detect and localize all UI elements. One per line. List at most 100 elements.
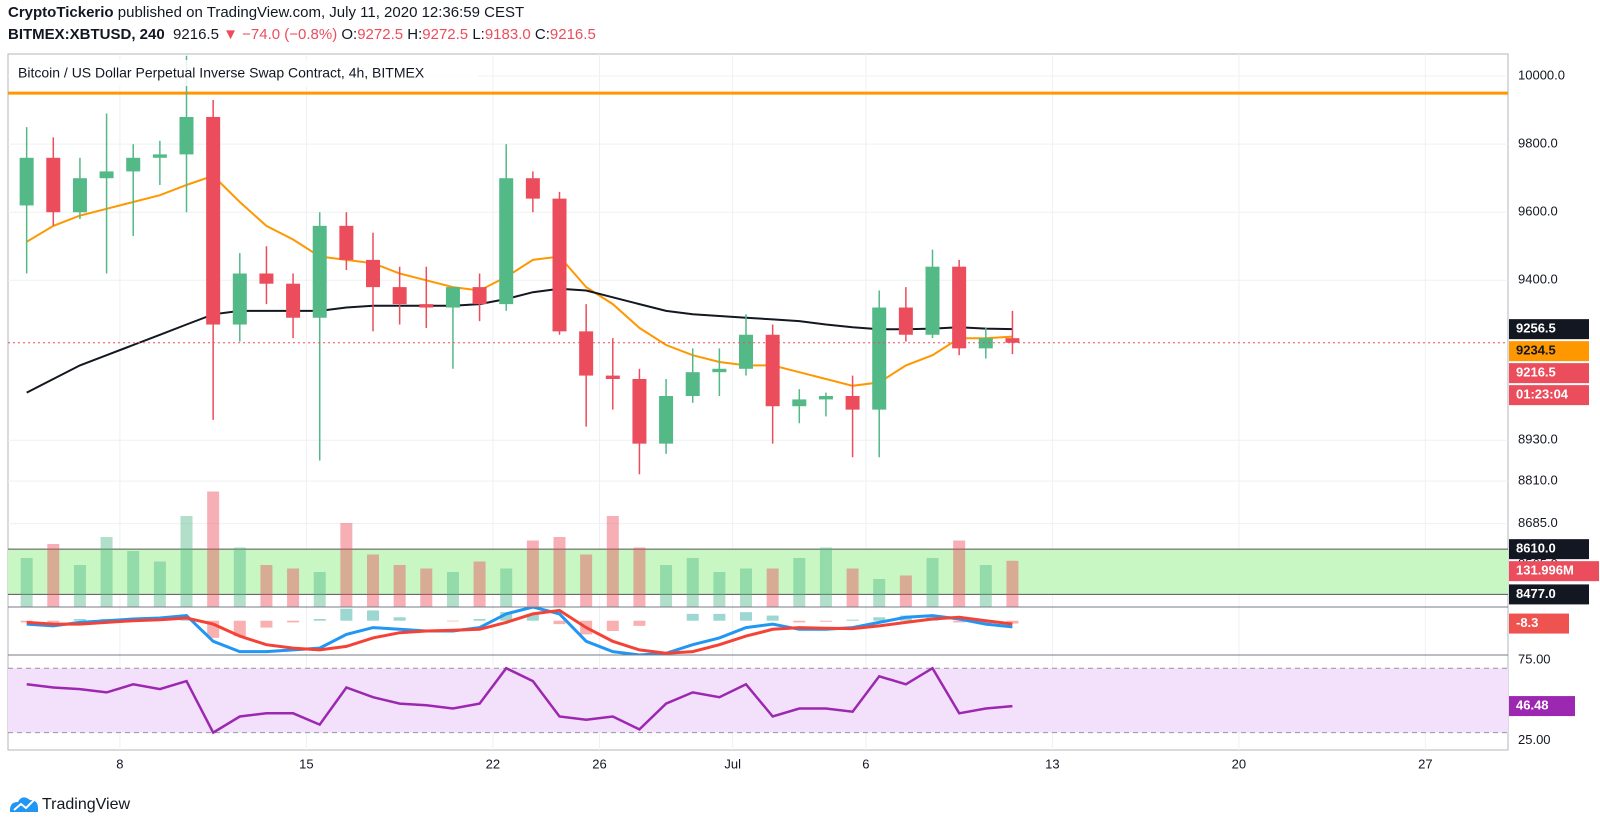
x-tick-label: 15 — [299, 756, 313, 771]
macd-histogram — [20, 620, 33, 623]
candle-body — [978, 338, 993, 349]
candle-body — [818, 396, 833, 400]
candle-body — [72, 178, 87, 213]
volume-bar — [633, 547, 646, 607]
axis-label: 46.48 — [1516, 698, 1549, 713]
macd-histogram — [393, 617, 406, 621]
candle-body — [659, 396, 674, 444]
l-key: L: — [472, 26, 485, 43]
axis-label-bg — [1509, 584, 1589, 605]
macd-histogram — [686, 613, 699, 621]
candle-body — [366, 259, 381, 288]
macd-histogram — [633, 620, 646, 626]
author: CryptoTickerio — [8, 4, 114, 21]
candle-body — [46, 157, 61, 213]
volume-bar — [233, 547, 246, 607]
volume-bar — [846, 568, 859, 607]
candle-body — [19, 157, 34, 206]
macd-histogram — [846, 619, 859, 621]
volume-bar — [367, 554, 380, 607]
l-val: 9183.0 — [484, 26, 531, 43]
axis-label-bg — [1509, 561, 1599, 582]
candle-body — [605, 375, 620, 379]
axis-label-bg — [1509, 613, 1569, 634]
macd-histogram — [1006, 620, 1019, 624]
price-pane — [8, 55, 1508, 607]
axis-label: 8610.0 — [1516, 541, 1556, 556]
axis-label: 01:23:04 — [1516, 387, 1569, 402]
candle-body — [259, 273, 274, 284]
change: ▼ −74.0 (−0.8%) — [223, 26, 338, 43]
candle-body — [99, 171, 114, 179]
header-line-1: CryptoTickerio published on TradingView.… — [8, 4, 524, 21]
volume-bar — [526, 540, 539, 607]
chart-title: Bitcoin / US Dollar Perpetual Inverse Sw… — [18, 65, 425, 81]
candle-body — [339, 225, 354, 260]
moving-average — [26, 287, 1013, 394]
candle-body — [525, 178, 540, 199]
rsi-pane — [8, 666, 1508, 735]
volume-bar — [473, 561, 486, 607]
published: published on TradingView.com, July 11, 2… — [117, 4, 525, 21]
macd-histogram — [553, 620, 566, 625]
volume-bar — [153, 561, 166, 607]
plot-frame — [7, 53, 1509, 751]
candle-body — [445, 287, 460, 308]
volume-bar — [73, 565, 86, 607]
volume-bar — [926, 558, 939, 607]
macd-histogram — [793, 620, 806, 623]
candle-body — [845, 396, 860, 410]
h-key: H: — [407, 26, 423, 43]
y-tick-label: 9600.0 — [1518, 204, 1558, 219]
c-val: 9216.5 — [549, 26, 596, 43]
candle-body — [206, 116, 221, 325]
x-tick-label: 22 — [486, 756, 500, 771]
volume-bar — [100, 537, 113, 607]
volume-bar — [20, 558, 33, 607]
legend-bg — [10, 60, 478, 86]
volume-bar — [819, 547, 832, 607]
candle-body — [179, 116, 194, 155]
macd-histogram — [526, 613, 539, 621]
macd-histogram — [713, 613, 726, 621]
candle-body — [792, 399, 807, 407]
axis-label-bg — [1509, 385, 1589, 406]
macd-histogram — [953, 620, 966, 623]
axis-label: 8477.0 — [1516, 586, 1556, 601]
volume-bar — [606, 516, 619, 607]
header-line-2: BITMEX:XBTUSD, 240 9216.5 ▼ −74.0 (−0.8%… — [8, 26, 596, 43]
macd-histogram — [47, 620, 60, 623]
macd-histogram — [740, 612, 753, 621]
macd-histogram — [340, 608, 353, 621]
y-tick-label: 10000.0 — [1518, 68, 1565, 83]
volume-bar — [393, 565, 406, 607]
logo-icon — [10, 797, 38, 812]
axis-label: 9216.5 — [1516, 365, 1556, 380]
candle-body — [952, 266, 967, 349]
axes: 8 15 22 26 Jul 6 13 20 27 10000.0 9800.0 9600.0 9400… — [116, 54, 1599, 771]
macd-histogram — [287, 620, 300, 623]
y-tick-label: 25.00 — [1518, 732, 1551, 747]
volume-bar — [686, 558, 699, 607]
symbol: BITMEX:XBTUSD, 240 — [8, 26, 165, 43]
last-price: 9216.5 — [173, 26, 219, 43]
x-tick-label: 20 — [1232, 756, 1246, 771]
y-tick-label: 9800.0 — [1518, 136, 1558, 151]
volume-bar — [260, 565, 273, 607]
footer-brand: TradingView — [42, 796, 130, 813]
candle-body — [925, 266, 940, 335]
volume-bar — [979, 565, 992, 607]
axis-label: -8.3 — [1516, 615, 1538, 630]
macd-histogram — [473, 619, 486, 621]
y-tick-label: 8930.0 — [1518, 432, 1558, 447]
candle-body — [685, 372, 700, 397]
x-tick-label: 13 — [1045, 756, 1059, 771]
axis-label: 9234.5 — [1516, 343, 1556, 358]
macd-histogram — [500, 612, 513, 621]
volume-bar — [127, 551, 140, 607]
volume-bar — [287, 568, 300, 607]
macd-histogram — [979, 620, 992, 625]
candle-body — [232, 273, 247, 325]
